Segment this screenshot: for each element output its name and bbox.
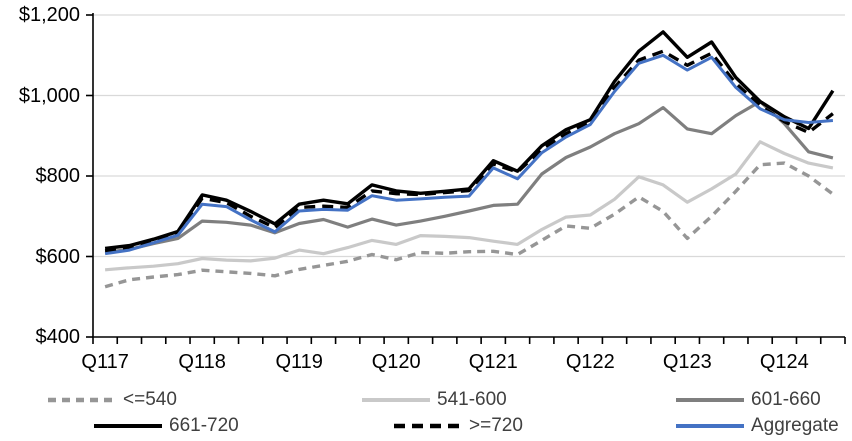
y-axis-tick-label: $1,200 — [18, 4, 80, 26]
legend-label: <=540 — [123, 389, 177, 410]
x-axis-tick-label: Q123 — [662, 351, 712, 373]
x-axis-tick-label: Q120 — [371, 351, 421, 373]
legend-item-ge720: >=720 — [394, 414, 523, 438]
legend-item-601-660: 601-660 — [676, 388, 821, 412]
y-axis-tick-label: $600 — [35, 245, 81, 268]
legend-label: Aggregate — [751, 415, 839, 436]
x-axis-tick-label: Q121 — [468, 351, 518, 373]
legend-swatch-601-660-icon — [676, 398, 744, 402]
x-axis-tick-label: Q117 — [81, 351, 129, 373]
legend-label: >=720 — [469, 415, 523, 436]
x-axis-tick-label: Q122 — [565, 351, 615, 373]
y-axis-tick-label: $800 — [35, 165, 81, 187]
x-axis-tick-label: Q118 — [178, 351, 226, 373]
legend-label: 601-660 — [751, 389, 821, 410]
legend-item-541-600: 541-600 — [362, 388, 507, 412]
legend-label: 541-600 — [437, 389, 507, 410]
legend-item-aggregate: Aggregate — [676, 414, 839, 438]
x-axis-tick-label: Q124 — [759, 351, 809, 373]
legend-swatch-le540-icon — [48, 397, 116, 403]
legend-label: 661-720 — [169, 415, 239, 436]
legend-swatch-541-600-icon — [362, 398, 430, 402]
y-axis-tick-label: $400 — [35, 326, 81, 348]
legend-item-le540: <=540 — [48, 388, 177, 412]
legend-swatch-aggregate-icon — [676, 424, 744, 428]
y-axis-tick-label: $1,000 — [18, 84, 80, 107]
x-axis-tick-label: Q119 — [275, 351, 323, 373]
legend-swatch-ge720-icon — [394, 423, 462, 429]
legend-item-661-720: 661-720 — [94, 414, 239, 438]
legend-swatch-661-720-icon — [94, 424, 162, 428]
